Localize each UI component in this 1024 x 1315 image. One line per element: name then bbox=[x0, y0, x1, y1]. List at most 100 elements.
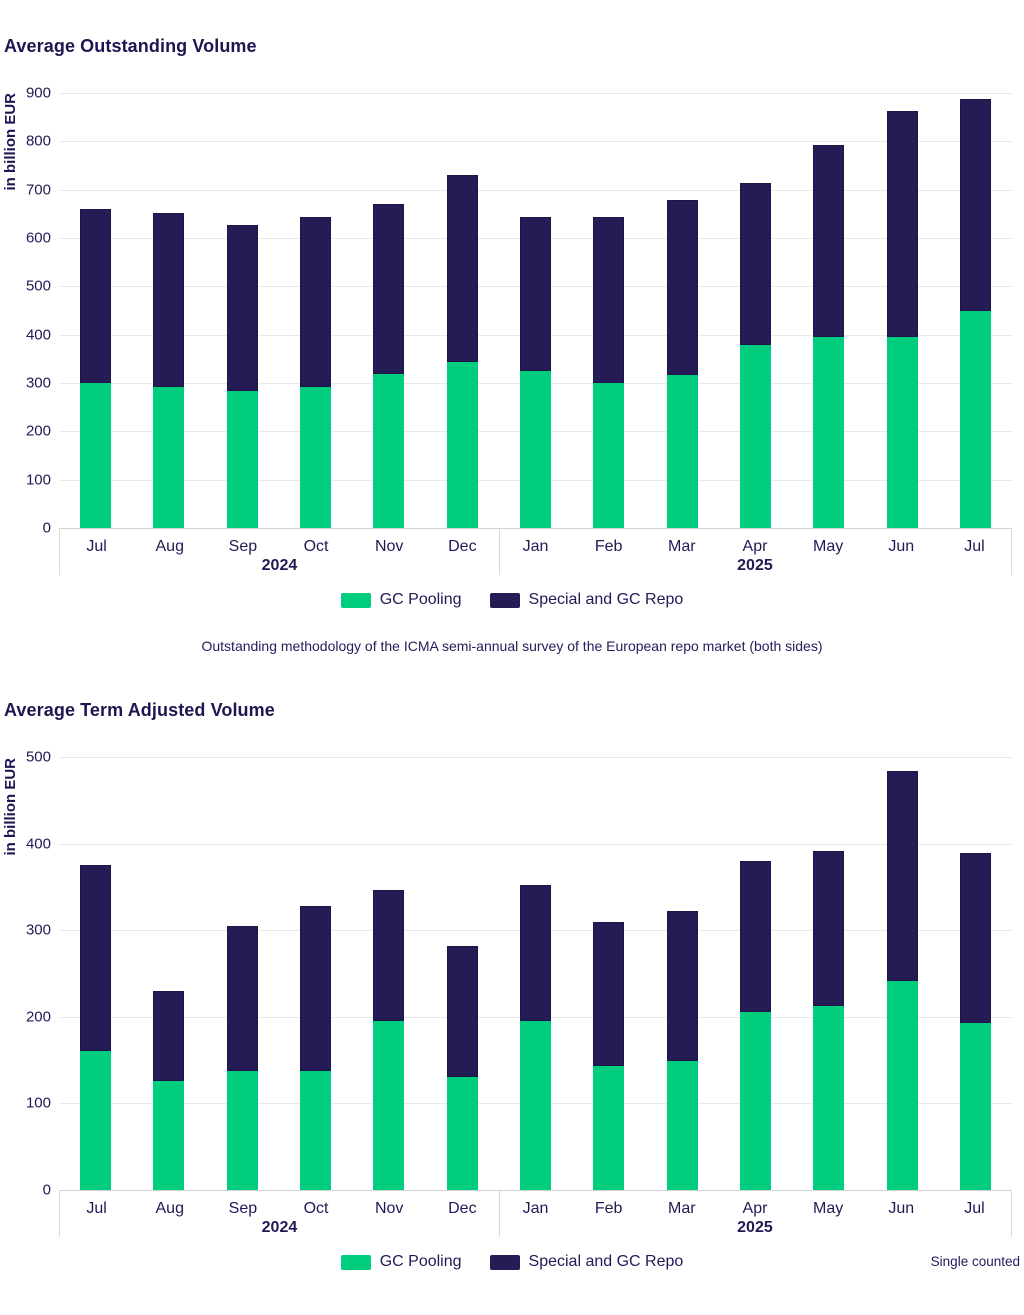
bar-gc-pooling-apr-9 bbox=[739, 344, 771, 528]
legend-swatch-special-gc-repo bbox=[489, 592, 520, 608]
y-tick-label-700: 700 bbox=[25, 181, 51, 199]
x-label-jul-12: Jul bbox=[964, 538, 985, 555]
bar-special-gc-repo-jun-11 bbox=[886, 770, 918, 982]
x-label-mar-8: Mar bbox=[668, 1200, 696, 1217]
bar-gc-pooling-aug-1 bbox=[153, 386, 185, 528]
month-label-row: Jul Aug Sep Oct Nov Dec Jan Feb Mar Apr May Jun Jul bbox=[60, 1191, 1011, 1217]
x-label-jul-0: Jul bbox=[86, 538, 107, 555]
bar-special-gc-repo-aug-1 bbox=[153, 990, 185, 1081]
bar-gc-pooling-feb-7 bbox=[593, 1066, 625, 1190]
x-label-apr-9: Apr bbox=[742, 1200, 768, 1217]
bar-gc-pooling-mar-8 bbox=[666, 1060, 698, 1190]
bar-gc-pooling-may-10 bbox=[813, 336, 845, 528]
bar-special-gc-repo-feb-7 bbox=[593, 921, 625, 1067]
x-label-sep-2: Sep bbox=[228, 538, 258, 555]
bar-special-gc-repo-mar-8 bbox=[666, 911, 698, 1061]
y-tick-label-400: 400 bbox=[25, 326, 51, 344]
single-counted-note: Single counted bbox=[930, 1254, 1020, 1269]
year-label-row: 2024 2025 bbox=[60, 555, 1011, 576]
bar-special-gc-repo-may-10 bbox=[813, 850, 845, 1007]
bar-special-gc-repo-apr-9 bbox=[739, 183, 771, 345]
legend: GC Pooling Special and GC Repo bbox=[0, 591, 1024, 609]
bar-gc-pooling-jul-12 bbox=[959, 311, 991, 528]
x-label-apr-9: Apr bbox=[742, 538, 768, 555]
bar-special-gc-repo-oct-3 bbox=[300, 905, 332, 1072]
legend-swatch-gc-pooling bbox=[340, 1254, 371, 1270]
y-tick-label-800: 800 bbox=[25, 132, 51, 150]
x-label-may-10: May bbox=[813, 538, 844, 555]
bar-special-gc-repo-nov-4 bbox=[373, 890, 405, 1022]
bar-special-gc-repo-feb-7 bbox=[593, 217, 625, 383]
y-tick-label-100: 100 bbox=[25, 471, 51, 489]
bar-special-gc-repo-jul-12 bbox=[959, 853, 991, 1023]
bar-gc-pooling-apr-9 bbox=[739, 1011, 771, 1190]
gridline-900 bbox=[59, 93, 1012, 94]
bar-gc-pooling-may-10 bbox=[813, 1006, 845, 1190]
bar-gc-pooling-oct-3 bbox=[300, 1071, 332, 1190]
x-label-dec-5: Dec bbox=[448, 1200, 477, 1217]
legend-label-gc-pooling: GC Pooling bbox=[379, 1253, 462, 1270]
x-label-mar-8: Mar bbox=[668, 538, 696, 555]
gridline-700 bbox=[59, 189, 1012, 191]
chart-title-term-adjusted-volume: Average Term Adjusted Volume bbox=[4, 700, 275, 720]
y-tick-label-400: 400 bbox=[25, 835, 51, 853]
bar-special-gc-repo-jan-6 bbox=[520, 217, 551, 371]
year-label-2025: 2025 bbox=[737, 1218, 773, 1236]
y-tick-label-300: 300 bbox=[25, 921, 51, 939]
year-label-2024: 2024 bbox=[261, 1218, 298, 1236]
bar-gc-pooling-dec-5 bbox=[446, 1076, 478, 1190]
year-group-divider bbox=[498, 1191, 500, 1237]
x-label-jun-11: Jun bbox=[888, 538, 915, 555]
bar-gc-pooling-nov-4 bbox=[373, 1021, 405, 1190]
bar-special-gc-repo-jun-11 bbox=[886, 110, 918, 337]
bar-special-gc-repo-dec-5 bbox=[446, 174, 478, 363]
bar-gc-pooling-jun-11 bbox=[886, 981, 918, 1190]
bar-special-gc-repo-sep-2 bbox=[226, 225, 258, 392]
legend-label-gc-pooling: GC Pooling bbox=[379, 591, 462, 608]
legend-item-gc-pooling: GC Pooling bbox=[340, 1253, 462, 1271]
y-tick-label-300: 300 bbox=[25, 374, 51, 392]
legend-label-special-gc-repo: Special and GC Repo bbox=[528, 591, 684, 608]
bar-gc-pooling-sep-2 bbox=[226, 1071, 258, 1190]
x-label-jul-0: Jul bbox=[86, 1200, 107, 1217]
bar-special-gc-repo-nov-4 bbox=[373, 204, 405, 375]
y-tick-label-0: 0 bbox=[42, 519, 51, 537]
year-label-2024: 2024 bbox=[261, 556, 298, 574]
x-label-jan-6: Jan bbox=[522, 538, 549, 555]
x-label-sep-2: Sep bbox=[228, 1200, 258, 1217]
y-tick-label-100: 100 bbox=[25, 1094, 51, 1112]
legend-swatch-special-gc-repo bbox=[489, 1254, 520, 1270]
y-tick-label-500: 500 bbox=[25, 277, 51, 295]
y-tick-label-500: 500 bbox=[25, 748, 51, 766]
year-label-row: 2024 2025 bbox=[60, 1217, 1011, 1238]
bar-special-gc-repo-jan-6 bbox=[520, 885, 551, 1022]
bar-special-gc-repo-mar-8 bbox=[666, 200, 698, 376]
x-label-jan-6: Jan bbox=[522, 1200, 549, 1217]
y-tick-label-0: 0 bbox=[42, 1181, 51, 1199]
bar-gc-pooling-dec-5 bbox=[446, 362, 478, 528]
bar-gc-pooling-oct-3 bbox=[300, 386, 332, 528]
bar-special-gc-repo-jul-0 bbox=[80, 209, 112, 383]
gridline-500 bbox=[59, 757, 1012, 758]
bar-special-gc-repo-jul-12 bbox=[959, 98, 991, 312]
x-label-aug-1: Aug bbox=[155, 1200, 184, 1217]
bar-special-gc-repo-oct-3 bbox=[300, 217, 332, 387]
bar-gc-pooling-jul-12 bbox=[959, 1022, 991, 1190]
month-label-row: Jul Aug Sep Oct Nov Dec Jan Feb Mar Apr May Jun Jul bbox=[60, 529, 1011, 555]
bar-special-gc-repo-sep-2 bbox=[226, 925, 258, 1072]
x-label-nov-4: Nov bbox=[374, 538, 404, 555]
x-label-feb-7: Feb bbox=[594, 1200, 623, 1217]
legend-item-gc-pooling: GC Pooling bbox=[340, 591, 462, 609]
bar-special-gc-repo-aug-1 bbox=[153, 212, 185, 387]
bar-gc-pooling-sep-2 bbox=[226, 391, 258, 528]
bar-gc-pooling-jul-0 bbox=[80, 383, 112, 528]
legend-label-special-gc-repo: Special and GC Repo bbox=[528, 1253, 684, 1270]
chart-footnote: Outstanding methodology of the ICMA semi… bbox=[201, 638, 823, 654]
bar-special-gc-repo-apr-9 bbox=[739, 860, 771, 1012]
y-tick-label-200: 200 bbox=[25, 1008, 51, 1026]
bar-gc-pooling-jul-0 bbox=[80, 1051, 112, 1190]
bar-gc-pooling-jan-6 bbox=[520, 370, 551, 528]
x-label-oct-3: Oct bbox=[303, 1200, 329, 1217]
bar-gc-pooling-nov-4 bbox=[373, 374, 405, 528]
gridline-800 bbox=[59, 141, 1012, 143]
